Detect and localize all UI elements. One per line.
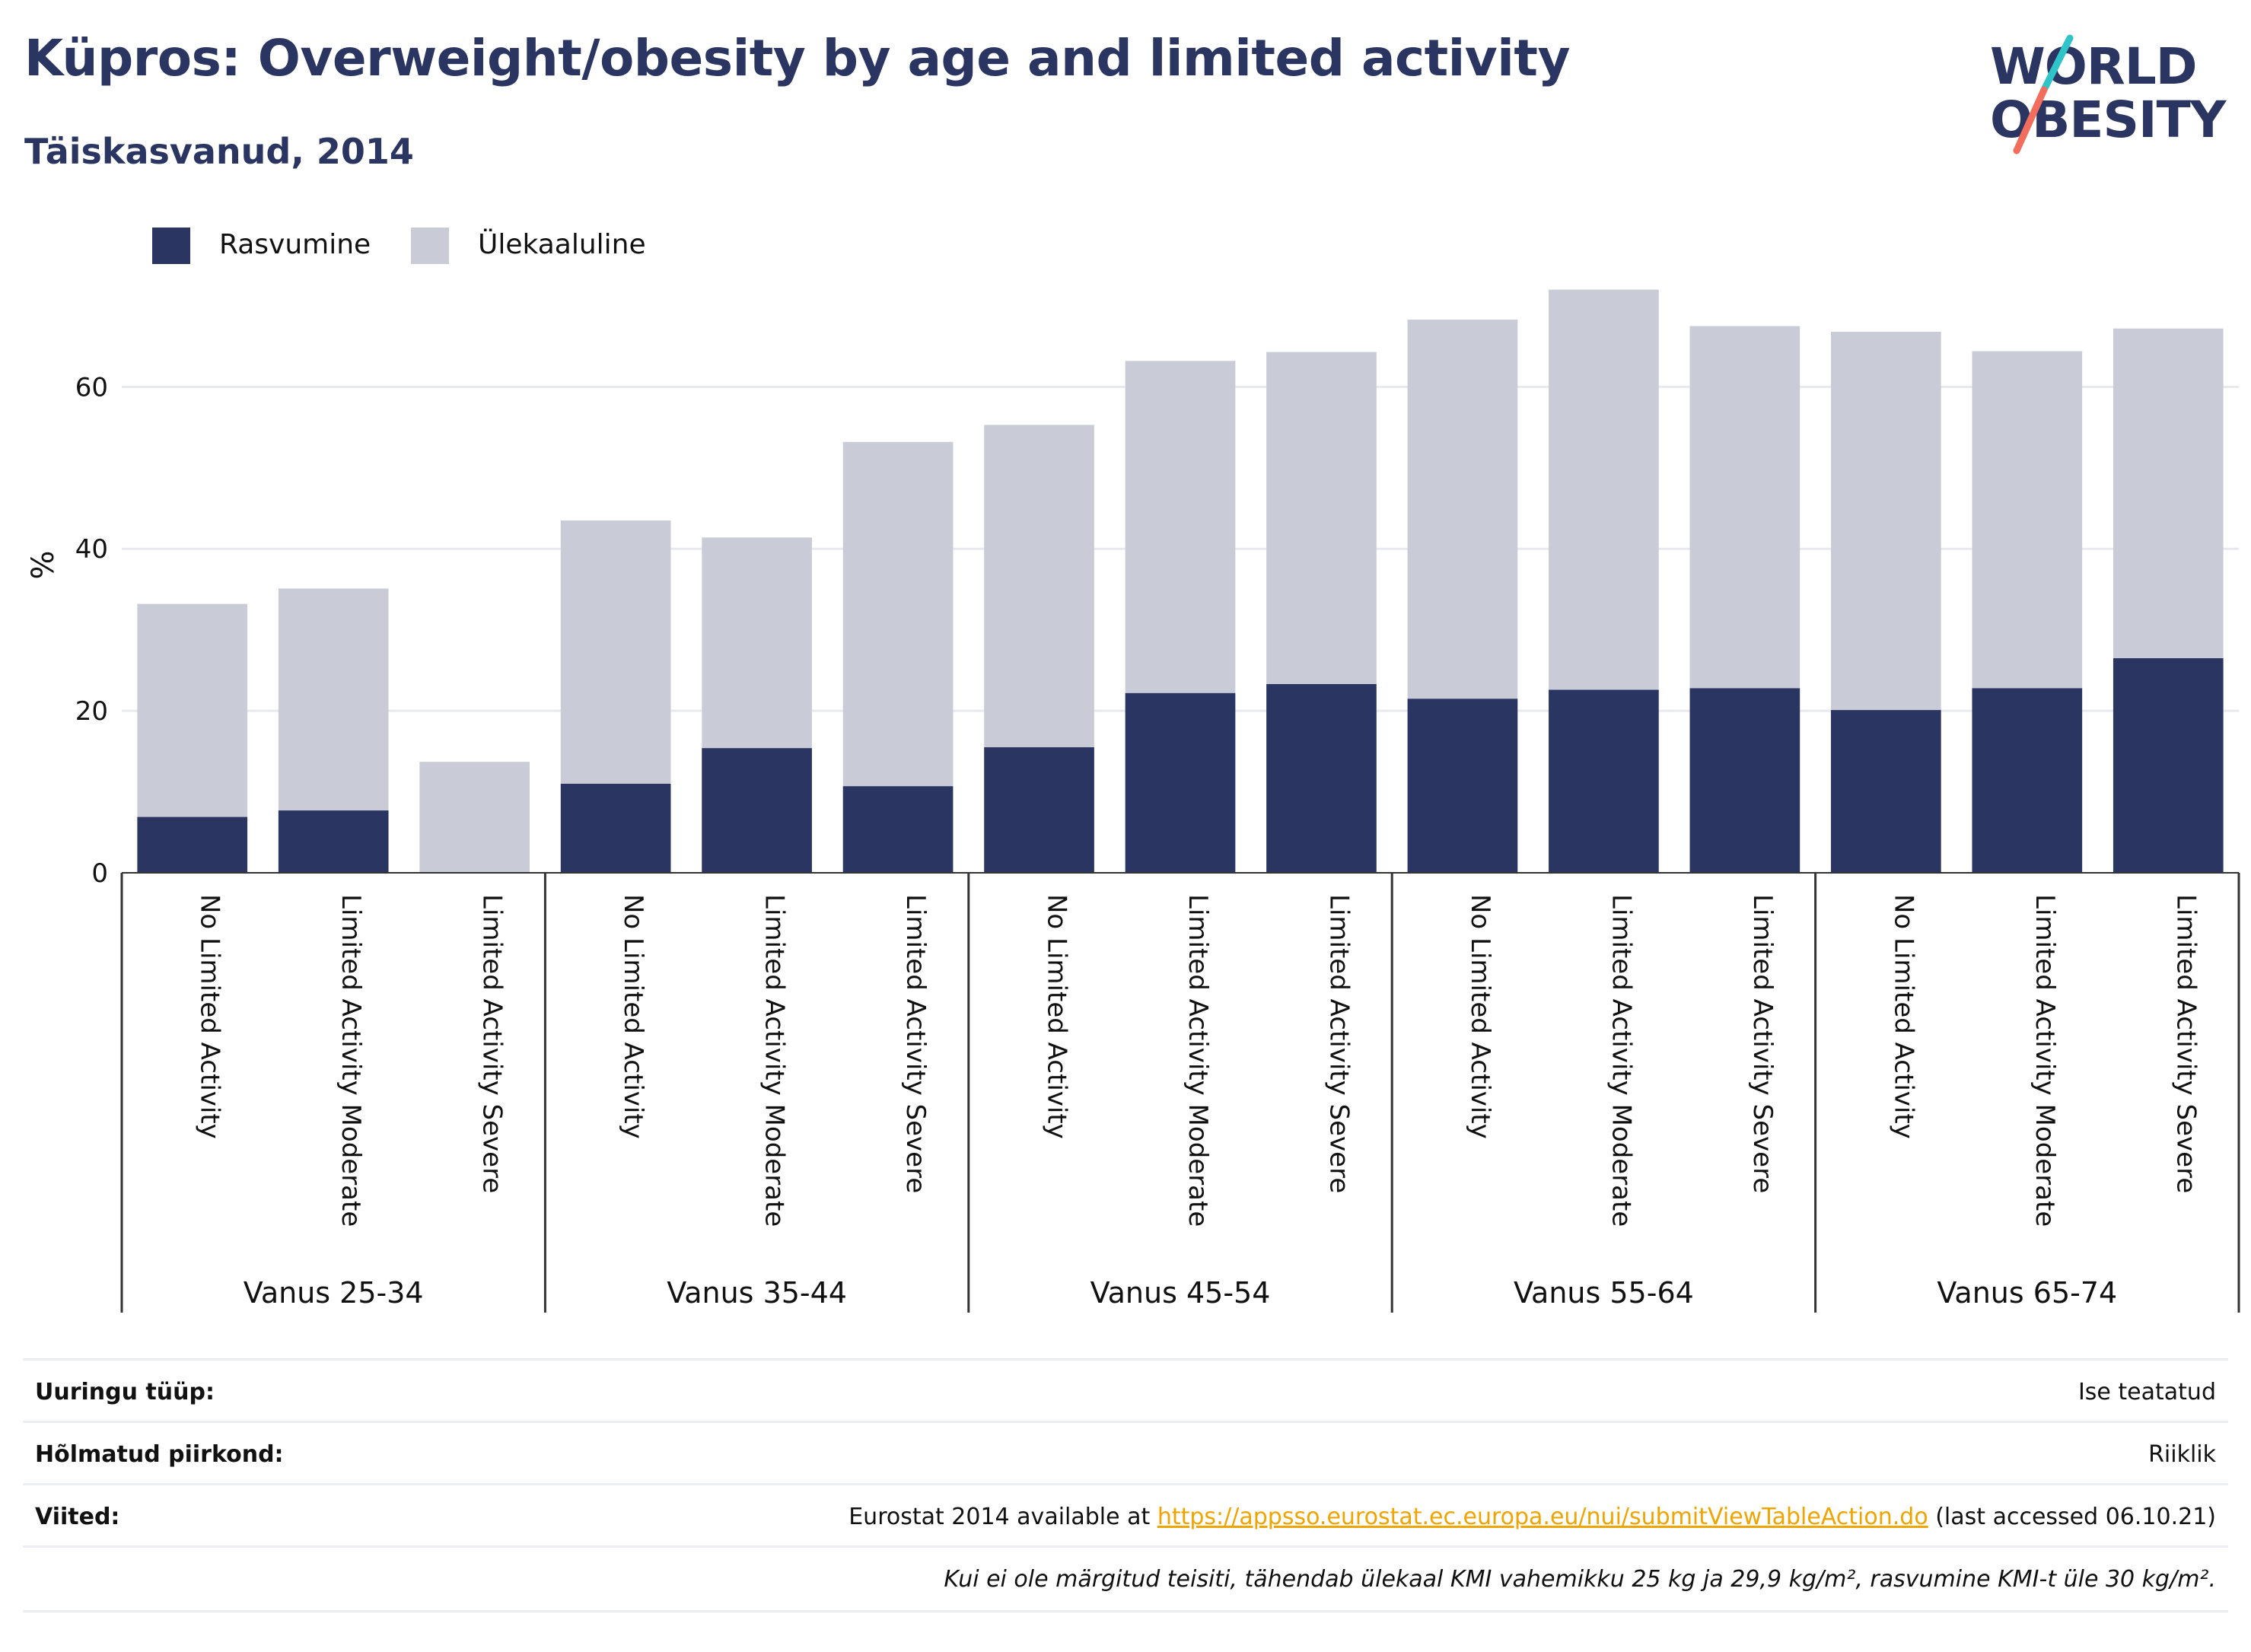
logo-text-world: WORLD [1990,37,2197,96]
world-obesity-logo: WORLD OBESITY [1990,34,2228,154]
references-suffix: (last accessed 06.10.21) [1928,1504,2216,1530]
chart-title: Küpros: Overweight/obesity by age and li… [24,29,1571,88]
bar-overweight [137,603,248,817]
references-link[interactable]: https://appsso.eurostat.ec.europa.eu/nui… [1157,1504,1928,1530]
bar-obesity [984,747,1094,873]
bar-obesity [1125,692,1236,873]
group-label: Vanus 45-54 [1090,1276,1271,1310]
bar-overweight [560,520,671,784]
bar-overweight [1407,320,1518,699]
group-label: Vanus 25-34 [244,1276,424,1310]
legend-swatch-obesity [152,228,190,264]
info-row-coverage: Hõlmatud piirkond: Riiklik [23,1421,2228,1485]
bar-obesity [1549,689,1659,873]
y-tick-label: 40 [75,534,108,565]
bar-obesity [1689,688,1800,873]
x-tick-label: No Limited Activity [1042,894,1072,1139]
y-tick-label: 60 [75,372,108,403]
bar-overweight [702,537,812,749]
logo-slash-coral [2013,86,2048,154]
bar-obesity [1831,710,1941,873]
bar-overweight [1831,331,1941,711]
survey-type-label: Uuringu tüüp: [35,1379,215,1405]
x-tick-label: Limited Activity Severe [2170,894,2201,1193]
x-tick-label: No Limited Activity [1465,894,1495,1139]
bar-obesity [2113,657,2224,873]
bar-overweight [1266,352,1377,684]
chart-subtitle: Täiskasvanud, 2014 [24,131,414,172]
group-label: Vanus 55-64 [1514,1276,1694,1310]
legend-label-overweight: Ülekaaluline [478,229,646,260]
info-row-note: Kui ei ole märgitud teisiti, tähendab ül… [23,1545,2228,1612]
coverage-value: Riiklik [2148,1441,2216,1468]
x-tick-label: Limited Activity Moderate [2030,894,2060,1227]
y-tick-label: 0 [91,858,108,889]
references-label: Viited: [35,1504,120,1530]
survey-type-value: Ise teatatud [2077,1379,2216,1405]
stacked-bar-chart: 0 20 40 60% No Limited Activity Limited Activ… [26,289,2240,1313]
bar-overweight [984,425,1094,748]
x-tick-label: No Limited Activity [1888,894,1918,1139]
bar-overweight [842,441,954,787]
bar-overweight [1689,326,1800,689]
info-row-references: Viited: Eurostat 2014 available at https… [23,1483,2228,1548]
y-axis-label: % [26,551,61,580]
bar-obesity [1972,688,2083,873]
x-tick-label: No Limited Activity [195,894,225,1139]
bar-overweight [1549,289,1659,690]
legend-swatch-overweight [411,228,449,264]
bar-overweight [419,762,530,873]
legend-label-obesity: Rasvumine [219,229,371,260]
bar-overweight [278,588,389,811]
logo-slash-teal [2040,34,2074,94]
bar-overweight [1972,351,2083,689]
bar-obesity [560,783,671,873]
bar-obesity [137,816,248,873]
x-tick-label: No Limited Activity [618,894,648,1139]
x-tick-label: Limited Activity Moderate [1606,894,1636,1227]
bar-obesity [1407,699,1518,873]
x-tick-label: Limited Activity Severe [1323,894,1354,1193]
x-tick-label: Limited Activity Moderate [759,894,790,1227]
x-tick-label: Limited Activity Severe [477,894,508,1193]
x-tick-label: Limited Activity Severe [900,894,931,1193]
bar-overweight [1125,361,1236,693]
coverage-label: Hõlmatud piirkond: [35,1441,284,1468]
x-tick-label: Limited Activity Moderate [1183,894,1213,1227]
definition-note: Kui ei ole märgitud teisiti, tähendab ül… [944,1566,2216,1593]
y-tick-label: 20 [75,696,108,727]
group-label: Vanus 65-74 [1937,1276,2117,1310]
bar-obesity [278,810,389,873]
x-tick-label: Limited Activity Moderate [336,894,366,1227]
bar-obesity [702,748,812,873]
bar-obesity [1266,683,1377,873]
references-prefix: Eurostat 2014 available at [849,1504,1157,1530]
references-value: Eurostat 2014 available at https://appss… [849,1504,2216,1530]
bar-overweight [2113,328,2224,658]
info-row-survey-type: Uuringu tüüp: Ise teatatud [23,1358,2228,1423]
x-tick-label: Limited Activity Severe [1747,894,1778,1193]
bar-obesity [842,786,954,873]
group-label: Vanus 35-44 [667,1276,847,1310]
